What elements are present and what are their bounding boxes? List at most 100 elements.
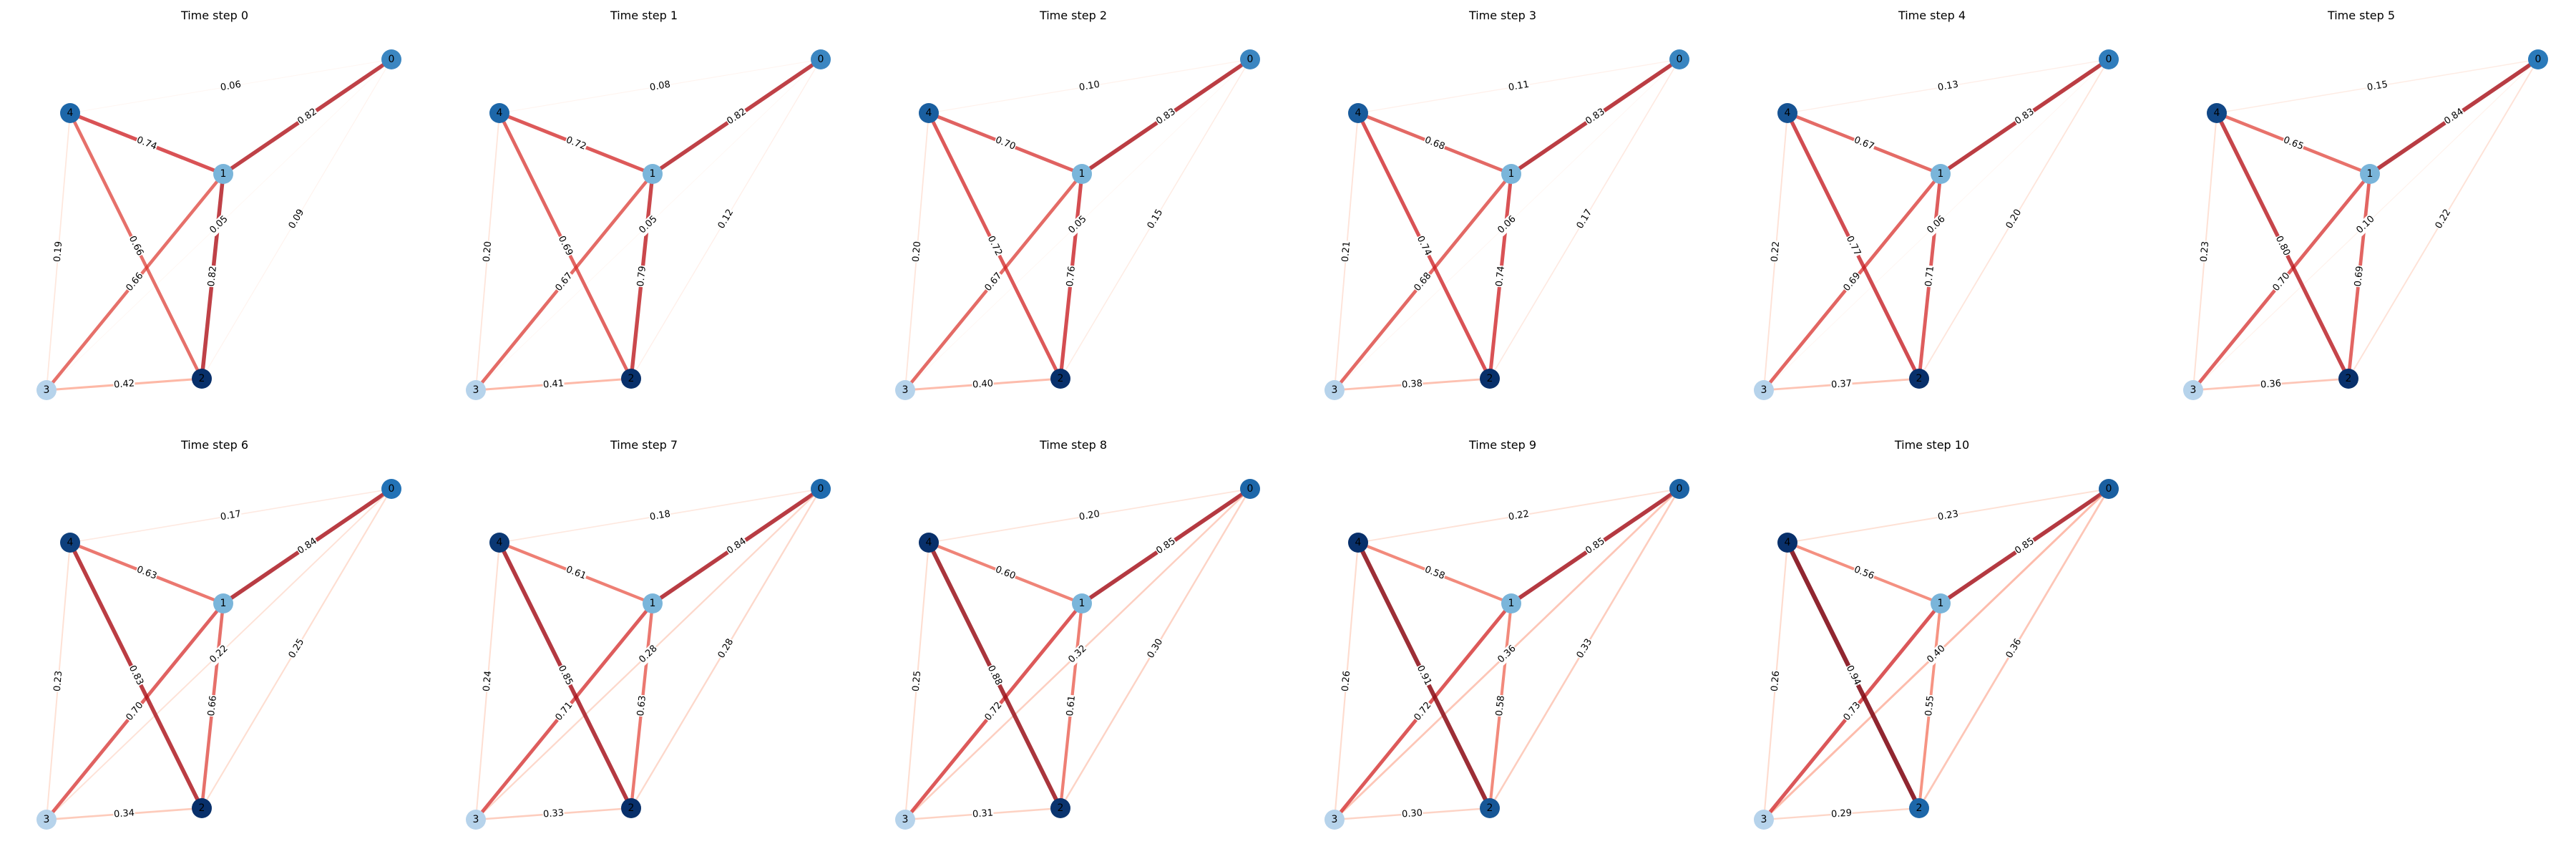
node-0: [2099, 479, 2119, 499]
node-label: 3: [1761, 384, 1767, 396]
node-label: 0: [2535, 54, 2542, 65]
panel-title: Time step 10: [1894, 438, 1970, 452]
edge-weight-label: 0.25: [911, 670, 923, 691]
node-2: [1050, 798, 1070, 818]
edge-weight-label: 0.74: [1415, 234, 1433, 258]
node-label: 1: [220, 598, 227, 609]
panel-title: Time step 0: [180, 9, 249, 22]
edge-weight-label: 0.29: [1831, 807, 1853, 820]
node-label: 0: [389, 54, 395, 65]
node-1: [213, 164, 233, 184]
node-label: 4: [1785, 107, 1791, 119]
edge-weight-label: 0.91: [1415, 664, 1433, 687]
node-4: [489, 103, 509, 123]
network-graph: 0.840.250.220.170.660.700.630.340.830.23…: [36, 479, 401, 830]
timestep-panel: Time step 2 0.83 0.15 0.05 0.10 0.76 0.67 0.70 0…: [859, 0, 1288, 430]
edge-weight-label: 0.34: [114, 807, 135, 820]
panel-title: Time step 9: [1468, 438, 1537, 452]
node-0: [1669, 479, 1689, 499]
panel-title: Time step 6: [180, 438, 249, 452]
node-label: 2: [1916, 802, 1923, 814]
edge-weight-label: 0.80: [2273, 234, 2292, 258]
edge-weight-label: 0.85: [556, 664, 575, 687]
edge-weight-label: 0.18: [649, 509, 671, 523]
edge-weight-label: 0.61: [565, 564, 587, 582]
edge-weight-label: 0.20: [911, 241, 923, 262]
node-label: 4: [497, 107, 503, 119]
node-0: [1240, 49, 1260, 69]
edge-weight-label: 0.60: [994, 564, 1017, 582]
node-label: 4: [497, 537, 503, 548]
node-3: [36, 380, 57, 400]
node-2: [621, 798, 641, 818]
panel-title: Time step 1: [610, 9, 678, 22]
node-3: [2183, 380, 2203, 400]
edge-weight-label: 0.55: [1923, 695, 1936, 717]
edge-weight-label: 0.41: [543, 378, 565, 390]
node-0: [381, 49, 401, 69]
node-0: [381, 479, 401, 499]
node-label: 3: [1761, 814, 1767, 825]
node-label: 4: [1785, 537, 1791, 548]
timestep-panel: Time step 8 0.85 0.30 0.32 0.20 0.61 0.72 0.60 0…: [859, 430, 1288, 859]
node-2: [1909, 798, 1929, 818]
panel-title: Time step 3: [1468, 9, 1537, 22]
node-1: [1931, 593, 1951, 613]
node-label: 1: [1079, 168, 1085, 180]
node-label: 3: [902, 384, 909, 396]
timestep-panel: Time step 5 0.84 0.22 0.10 0.15 0.69 0.70 0.65 0…: [2147, 0, 2576, 430]
edge-weight-label: 0.31: [972, 807, 994, 820]
node-4: [489, 533, 509, 553]
node-3: [466, 380, 486, 400]
edge-weight-label: 0.19: [52, 241, 64, 262]
node-label: 4: [926, 537, 932, 548]
node-1: [213, 593, 233, 613]
node-1: [1501, 164, 1521, 184]
network-graph: 0.830.200.060.130.710.690.670.370.770.22…: [1754, 49, 2119, 400]
node-0: [1240, 479, 1260, 499]
node-4: [919, 533, 939, 553]
timestep-panel: Time step 1 0.82 0.12 0.05 0.08 0.79 0.67 0.72 0…: [429, 0, 859, 430]
network-graph: 0.840.220.100.150.690.700.650.360.800.23…: [2183, 49, 2548, 400]
node-label: 3: [44, 384, 50, 396]
node-label: 2: [628, 802, 635, 814]
node-label: 2: [199, 373, 205, 384]
node-label: 0: [2106, 54, 2112, 65]
edge-weight-label: 0.23: [1937, 509, 1959, 523]
edge-weight-label: 0.26: [1340, 670, 1352, 691]
edge-weight-label: 0.11: [1508, 79, 1530, 94]
network-graph: 0.830.150.050.100.760.670.700.400.720.20…: [895, 49, 1260, 400]
edge-weight-label: 0.58: [1494, 695, 1507, 717]
timestep-panel: Time step 7 0.84 0.28 0.28 0.18 0.63 0.71 0.61 0…: [429, 430, 859, 859]
edge-weight-label: 0.71: [1923, 266, 1936, 287]
edge-weight-label: 0.67: [1853, 135, 1875, 152]
node-0: [2099, 49, 2119, 69]
panel-title: Time step 8: [1039, 438, 1108, 452]
timestep-panel: Time step 6 0.84 0.25 0.22 0.17 0.66 0.70 0.63 0…: [0, 430, 429, 859]
node-3: [1324, 380, 1345, 400]
node-1: [1501, 593, 1521, 613]
node-label: 3: [44, 814, 50, 825]
edge-weight-label: 0.24: [482, 670, 494, 691]
node-2: [192, 369, 212, 389]
timestep-panel: Time step 9 0.85 0.33 0.36 0.22 0.58 0.72 0.58 0…: [1288, 430, 1717, 859]
node-label: 1: [1938, 598, 1944, 609]
node-2: [1050, 369, 1070, 389]
node-4: [1348, 103, 1368, 123]
edge-weight-label: 0.23: [2199, 241, 2211, 262]
edge-weight-label: 0.63: [635, 695, 648, 717]
edge-weight-label: 0.10: [1078, 79, 1101, 94]
node-label: 4: [1355, 537, 1362, 548]
node-label: 2: [628, 373, 635, 384]
edge-weight-label: 0.22: [1770, 241, 1782, 262]
node-3: [1324, 810, 1345, 830]
node-1: [643, 593, 663, 613]
node-0: [811, 479, 831, 499]
node-4: [2207, 103, 2227, 123]
node-label: 2: [1487, 373, 1493, 384]
edge-weight-label: 0.15: [2366, 79, 2389, 94]
node-label: 3: [473, 384, 479, 396]
node-2: [1480, 369, 1500, 389]
edge-weight-label: 0.83: [127, 664, 145, 687]
node-label: 1: [1508, 598, 1515, 609]
